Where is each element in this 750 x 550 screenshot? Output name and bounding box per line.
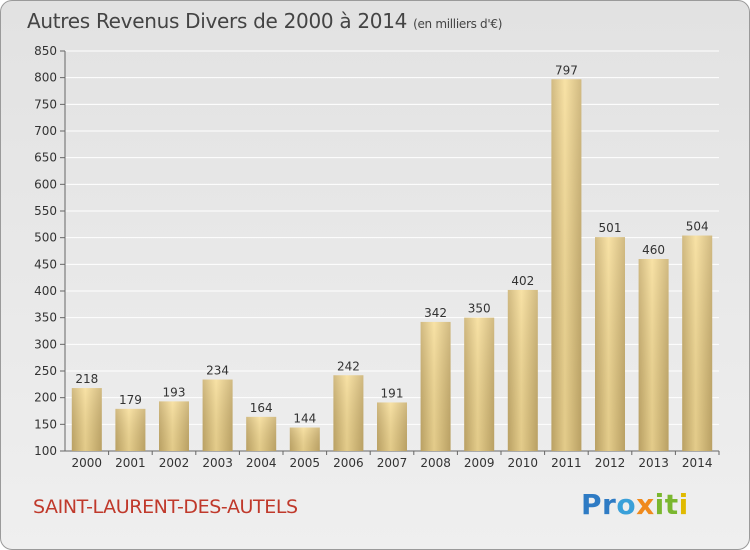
logo-letter: i xyxy=(678,488,689,521)
x-tick-label: 2010 xyxy=(508,456,539,470)
logo-letter: t xyxy=(664,488,679,521)
data-label: 179 xyxy=(119,393,142,407)
bar-shade xyxy=(464,317,495,451)
data-label: 797 xyxy=(555,63,578,77)
bar-shade xyxy=(551,79,582,452)
data-label: 164 xyxy=(250,401,273,415)
x-tick-label: 2008 xyxy=(420,456,451,470)
x-tick-label: 2003 xyxy=(202,456,233,470)
bar-shade xyxy=(420,321,451,451)
data-label: 193 xyxy=(163,385,186,399)
bar-shade xyxy=(202,379,233,451)
y-tick-label: 500 xyxy=(34,231,57,245)
y-tick-label: 600 xyxy=(34,177,57,191)
x-tick-label: 2011 xyxy=(551,456,582,470)
y-tick-label: 650 xyxy=(34,151,57,165)
data-label: 242 xyxy=(337,359,360,373)
data-label: 402 xyxy=(511,274,534,288)
x-tick-label: 2001 xyxy=(115,456,146,470)
x-tick-label: 2012 xyxy=(595,456,626,470)
data-label: 144 xyxy=(293,412,316,426)
data-label: 501 xyxy=(599,221,622,235)
commune-name: SAINT-LAURENT-DES-AUTELS xyxy=(33,496,298,518)
bar-shade xyxy=(71,388,102,451)
x-tick-label: 2004 xyxy=(246,456,277,470)
y-tick-label: 150 xyxy=(34,417,57,431)
data-label: 234 xyxy=(206,364,229,378)
data-label: 504 xyxy=(686,220,709,234)
x-tick-label: 2013 xyxy=(638,456,669,470)
bar-shade xyxy=(595,237,625,451)
data-label: 460 xyxy=(642,243,665,257)
y-tick-label: 850 xyxy=(34,44,57,58)
y-tick-label: 300 xyxy=(34,337,57,351)
bar-shade xyxy=(333,375,364,451)
proxiti-logo: Proxiti xyxy=(581,488,689,521)
bar-shade xyxy=(246,416,277,451)
y-tick-label: 700 xyxy=(34,124,57,138)
bar-shade xyxy=(289,427,320,451)
logo-letter: x xyxy=(636,488,655,521)
y-tick-label: 400 xyxy=(34,284,57,298)
bar-shade xyxy=(377,402,407,451)
y-tick-label: 100 xyxy=(34,444,57,458)
logo-letter: P xyxy=(581,488,603,521)
data-label: 218 xyxy=(75,372,98,386)
bar-shade xyxy=(638,259,669,451)
y-tick-label: 200 xyxy=(34,391,57,405)
y-tick-label: 750 xyxy=(34,97,57,111)
x-tick-label: 2009 xyxy=(464,456,495,470)
y-tick-label: 550 xyxy=(34,204,57,218)
y-tick-label: 800 xyxy=(34,71,57,85)
x-tick-label: 2014 xyxy=(682,456,713,470)
logo-letter: i xyxy=(654,488,665,521)
logo-letter: o xyxy=(616,488,637,521)
bar-shade xyxy=(507,289,538,451)
bar-shade xyxy=(159,401,189,451)
x-tick-label: 2006 xyxy=(333,456,364,470)
y-tick-label: 350 xyxy=(34,311,57,325)
x-tick-label: 2007 xyxy=(377,456,408,470)
data-label: 350 xyxy=(468,302,491,316)
unit-label: (en milliers d'€) xyxy=(413,17,503,31)
x-tick-label: 2002 xyxy=(159,456,190,470)
logo-letter: r xyxy=(602,488,617,521)
bar-shade xyxy=(682,235,713,451)
x-tick-label: 2005 xyxy=(290,456,321,470)
x-tick-label: 2000 xyxy=(72,456,103,470)
y-tick-label: 250 xyxy=(34,364,57,378)
data-label: 191 xyxy=(381,386,404,400)
title-text: Autres Revenus Divers de 2000 à 2014 xyxy=(27,9,408,33)
y-tick-label: 450 xyxy=(34,257,57,271)
bar-shade xyxy=(115,408,146,451)
data-label: 342 xyxy=(424,306,447,320)
chart-title: Autres Revenus Divers de 2000 à 2014 (en … xyxy=(27,9,502,33)
